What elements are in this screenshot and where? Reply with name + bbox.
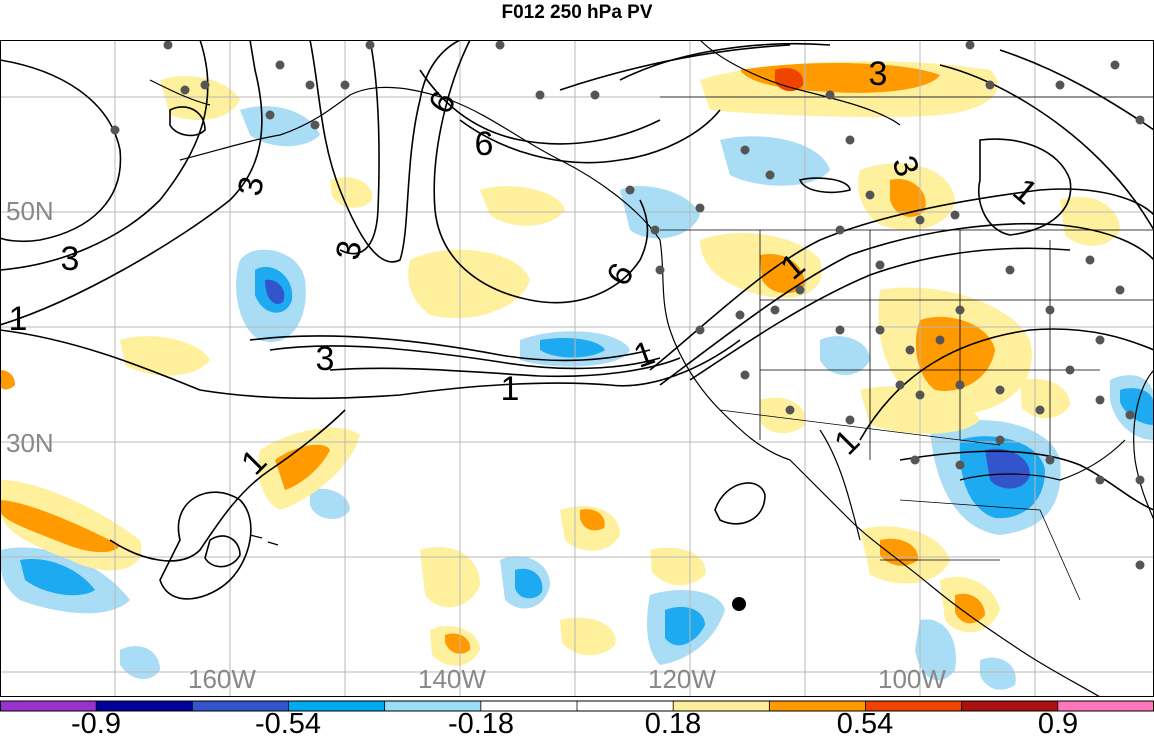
location-marker xyxy=(732,597,746,611)
contour-label: 1 xyxy=(9,300,28,338)
lon-label-160w: 160W xyxy=(188,664,256,694)
station-markers xyxy=(110,40,1145,570)
colorbar-label: -0.9 xyxy=(71,708,121,740)
colorbar-swatch xyxy=(961,701,1059,711)
lon-label-100w: 100W xyxy=(878,664,946,694)
colorbar-label: -0.54 xyxy=(254,708,322,740)
contour-label: 3 xyxy=(61,240,80,278)
colorbar-label: 0.54 xyxy=(836,708,894,740)
colorbar-swatch xyxy=(192,701,289,711)
chart-title: F012 250 hPa PV xyxy=(501,2,653,23)
political-borders xyxy=(660,96,1154,601)
colorbar-swatch xyxy=(769,701,866,711)
colorbar-swatch xyxy=(480,701,578,711)
colorbar-swatch xyxy=(384,701,482,711)
colorbar-swatch xyxy=(865,701,963,711)
coastlines xyxy=(149,40,1154,697)
lon-label-140w: 140W xyxy=(418,664,486,694)
colorbar-swatch xyxy=(673,701,770,711)
lat-label-30n: 30N xyxy=(6,428,54,458)
colorbar-label: 0.18 xyxy=(644,708,702,740)
colorbar-label: 0.9 xyxy=(1037,708,1079,740)
contour-label: 1 xyxy=(501,370,520,408)
colorbar-swatch xyxy=(577,701,674,711)
contour-label: 3 xyxy=(869,55,888,93)
colorbar-swatch xyxy=(96,701,193,711)
colorbar-swatch xyxy=(288,701,386,711)
lon-label-120w: 120W xyxy=(648,664,716,694)
strong-negative-pv-areas xyxy=(20,266,1154,646)
colorbar-swatch xyxy=(0,701,97,711)
pv-map: 3 3 3 3 3 3 6 6 6 1 1 1 1 1 1 1 xyxy=(0,40,1154,697)
contour-label: 6 xyxy=(475,125,494,163)
pv-contours xyxy=(0,40,1154,600)
colorbar-label: -0.18 xyxy=(447,708,515,740)
lat-label-50n: 50N xyxy=(6,196,54,226)
colorbar-swatch xyxy=(1057,701,1154,711)
colorbar xyxy=(0,700,1154,712)
strong-positive-pv-areas xyxy=(0,63,995,654)
contour-label: 3 xyxy=(316,340,335,378)
